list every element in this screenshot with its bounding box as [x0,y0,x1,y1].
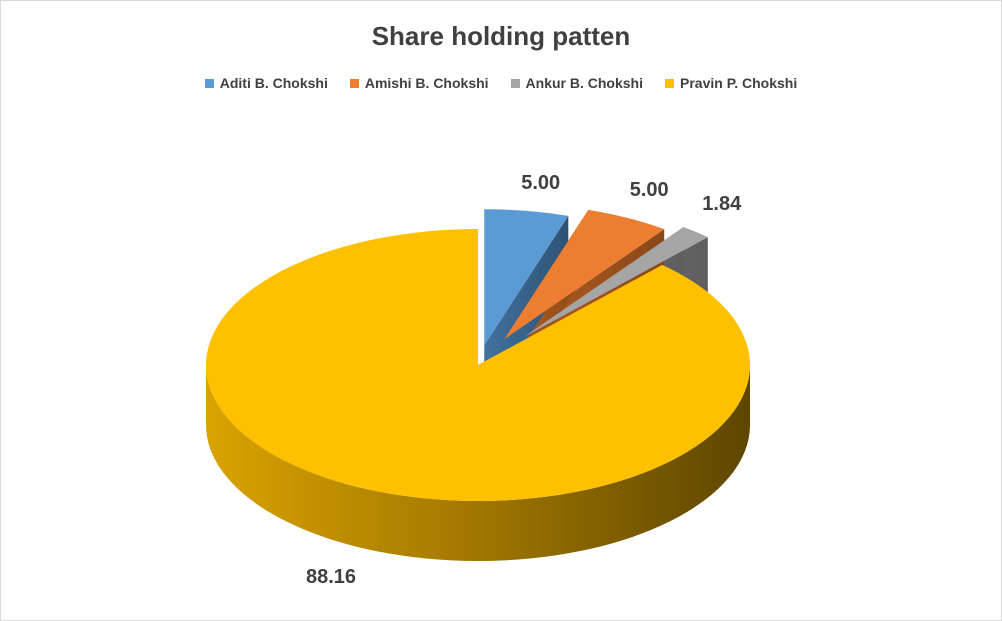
legend-item-aditi: Aditi B. Chokshi [204,75,328,91]
pie-label-layer: 5.00 5.00 1.84 88.16 [306,172,742,588]
legend-swatch-amishi [349,78,359,88]
legend-label-ankur: Ankur B. Chokshi [525,75,644,91]
legend-swatch-pravin [665,78,675,88]
legend-swatch-ankur [510,78,520,88]
legend: Aditi B. Chokshi Amishi B. Chokshi Ankur… [1,75,1001,91]
slice-pravin [206,229,750,502]
legend-label-pravin: Pravin P. Chokshi [680,75,798,91]
data-label-pravin: 88.16 [306,566,356,588]
pie-top-layer [206,209,750,502]
data-label-amishi: 5.00 [630,179,669,201]
legend-item-ankur: Ankur B. Chokshi [510,75,644,91]
legend-swatch-aditi [204,78,214,88]
slice-amishi [504,209,665,340]
legend-label-aditi: Aditi B. Chokshi [219,75,328,91]
legend-label-amishi: Amishi B. Chokshi [364,75,489,91]
slice-aditi [484,209,569,346]
data-label-ankur: 1.84 [702,193,742,215]
slice-ankur [523,227,708,338]
legend-item-amishi: Amishi B. Chokshi [349,75,489,91]
data-label-aditi: 5.00 [521,172,560,194]
legend-item-pravin: Pravin P. Chokshi [665,75,797,91]
chart-title: Share holding patten [371,21,631,51]
slice-rim-pravin [206,365,750,561]
